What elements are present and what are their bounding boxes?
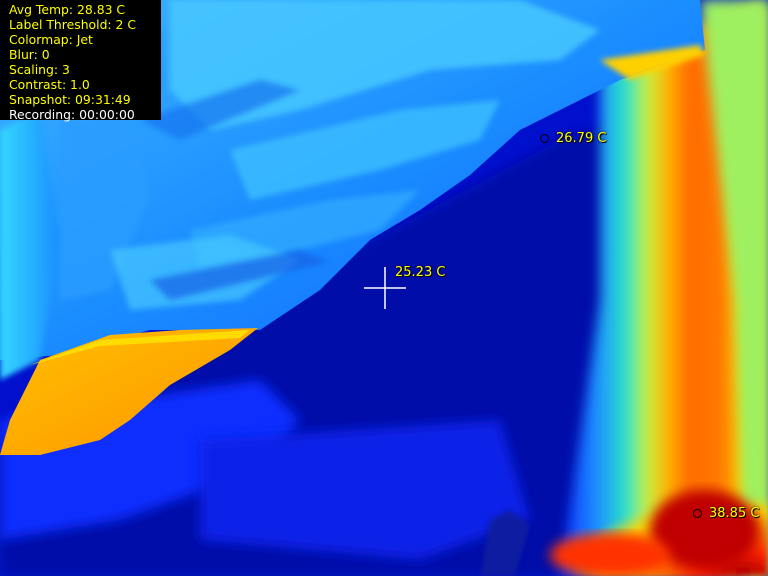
status-overlay: Avg Temp: 28.83 C Label Threshold: 2 C C… [0, 0, 161, 122]
circle-marker-icon [540, 134, 549, 143]
hot-point-temp-label: 38.85 C [709, 506, 760, 521]
circle-marker-icon [693, 509, 702, 518]
blur-readout: Blur: 0 [9, 47, 50, 62]
colormap-readout: Colormap: Jet [9, 32, 93, 47]
contrast-readout: Contrast: 1.0 [9, 77, 90, 92]
snapshot-readout: Snapshot: 09:31:49 [9, 92, 131, 107]
recording-readout: Recording: 00:00:00 [9, 107, 135, 122]
center-temp-label: 25.23 C [395, 265, 446, 280]
cold-point-temp-label: 26.79 C [556, 131, 607, 146]
scaling-readout: Scaling: 3 [9, 62, 70, 77]
avg-temp-readout: Avg Temp: 28.83 C [9, 2, 126, 17]
crosshair-icon [364, 267, 406, 309]
label-threshold-readout: Label Threshold: 2 C [9, 17, 137, 32]
